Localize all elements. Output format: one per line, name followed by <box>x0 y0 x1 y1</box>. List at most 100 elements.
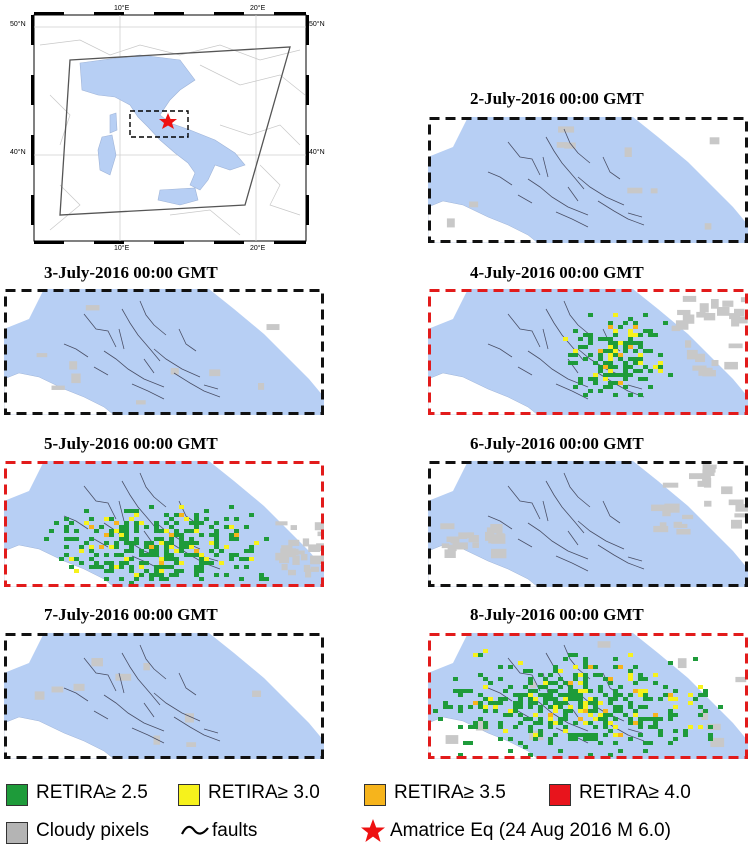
anomaly-pixel <box>533 737 538 741</box>
anomaly-pixel <box>79 545 84 549</box>
anomaly-pixel <box>598 353 603 357</box>
anomaly-pixel <box>598 689 603 693</box>
anomaly-pixel <box>74 557 79 561</box>
anomaly-pixel <box>658 361 663 365</box>
anomaly-pixel <box>104 533 109 537</box>
anomaly-pixel <box>104 577 109 581</box>
anomaly-pixel <box>458 689 463 693</box>
cloud-pixel <box>672 325 679 331</box>
anomaly-pixel <box>523 745 528 749</box>
anomaly-pixel <box>538 673 543 677</box>
cloud-pixel <box>673 521 683 528</box>
anomaly-pixel <box>638 393 643 397</box>
fault-line <box>93 538 109 548</box>
epicenter-star <box>159 113 177 129</box>
anomaly-pixel <box>603 361 608 365</box>
cloud-pixel <box>740 297 748 303</box>
cloud-pixel <box>651 504 666 512</box>
anomaly-pixel <box>174 533 179 537</box>
anomaly-pixel <box>189 541 194 545</box>
fault-line <box>203 384 219 390</box>
anomaly-pixel <box>194 521 199 525</box>
anomaly-pixel <box>199 577 204 581</box>
anomaly-pixel <box>538 709 543 713</box>
anomaly-pixel <box>214 541 219 545</box>
anomaly-pixel <box>124 521 129 525</box>
anomaly-pixel <box>194 529 199 533</box>
fault-line <box>121 480 161 534</box>
anomaly-pixel <box>578 681 583 685</box>
anomaly-pixel <box>653 725 658 729</box>
anomaly-pixel <box>124 533 129 537</box>
anomaly-pixel <box>628 393 633 397</box>
anomaly-pixel <box>498 701 503 705</box>
anomaly-pixel <box>528 669 533 673</box>
anomaly-pixel <box>119 565 124 569</box>
cloud-pixel <box>722 300 734 307</box>
anomaly-pixel <box>588 333 593 337</box>
anomaly-pixel <box>583 665 588 669</box>
anomaly-pixel <box>264 537 269 541</box>
anomaly-pixel <box>548 673 553 677</box>
anomaly-pixel <box>84 541 89 545</box>
anomaly-pixel <box>114 545 119 549</box>
anomaly-pixel <box>568 705 573 709</box>
anomaly-pixel <box>573 737 578 741</box>
anomaly-pixel <box>563 729 568 733</box>
anomaly-pixel <box>159 561 164 565</box>
anomaly-pixel <box>613 341 618 345</box>
anomaly-pixel <box>169 525 174 529</box>
anomaly-pixel <box>518 713 523 717</box>
cloud-pixel <box>711 299 719 309</box>
anomaly-pixel <box>174 513 179 517</box>
anomaly-pixel <box>194 541 199 545</box>
anomaly-pixel <box>189 529 194 533</box>
cloud-pixel <box>710 737 725 748</box>
anomaly-pixel <box>119 525 124 529</box>
fault-line <box>131 383 165 400</box>
anomaly-pixel <box>573 653 578 657</box>
cloudy-pixels <box>671 295 748 377</box>
anomaly-pixel <box>503 713 508 717</box>
anomaly-pixel <box>583 677 588 681</box>
anomaly-pixel <box>129 517 134 521</box>
anomaly-pixel <box>194 513 199 517</box>
cloud-pixel <box>495 526 503 534</box>
anomaly-pixel <box>578 697 583 701</box>
anomaly-pixel <box>149 505 154 509</box>
anomaly-pixel <box>513 705 518 709</box>
anomaly-pixel <box>214 537 219 541</box>
anomaly-pixel <box>558 705 563 709</box>
anomaly-pixel <box>254 541 259 545</box>
anomaly-pixel <box>129 581 134 585</box>
anomaly-pixel <box>608 677 613 681</box>
anomaly-pixel <box>703 689 708 693</box>
cloud-pixel <box>624 147 632 158</box>
legend-swatch-cloudy <box>6 822 28 844</box>
cloud-pixel <box>675 320 689 330</box>
anomaly-pixel <box>44 537 49 541</box>
cloud-pixel <box>36 353 48 358</box>
fault-line <box>139 300 167 336</box>
anomaly-pixel <box>209 541 214 545</box>
anomaly-pixel <box>593 701 598 705</box>
anomaly-pixel <box>628 717 633 721</box>
anomaly-pixel <box>209 525 214 529</box>
fault-line <box>542 500 549 522</box>
anomaly-pixel <box>154 545 159 549</box>
anomaly-pixel <box>568 685 573 689</box>
anomaly-pixel <box>568 689 573 693</box>
anomaly-pixel <box>568 709 573 713</box>
anomaly-pixel <box>194 569 199 573</box>
anomaly-pixel <box>139 565 144 569</box>
panel-title-jul3: 3-July-2016 00:00 GMT <box>44 263 218 282</box>
anomaly-pixel <box>468 725 473 729</box>
fault-line <box>602 500 621 524</box>
anomaly-pixel <box>149 577 154 581</box>
panel-title-jul2: 2-July-2016 00:00 GMT <box>470 89 644 108</box>
anomaly-pixel <box>578 733 583 737</box>
anomaly-pixel <box>553 697 558 701</box>
anomaly-pixel <box>643 689 648 693</box>
anomaly-pixel <box>214 521 219 525</box>
anomaly-pixel <box>249 513 254 517</box>
